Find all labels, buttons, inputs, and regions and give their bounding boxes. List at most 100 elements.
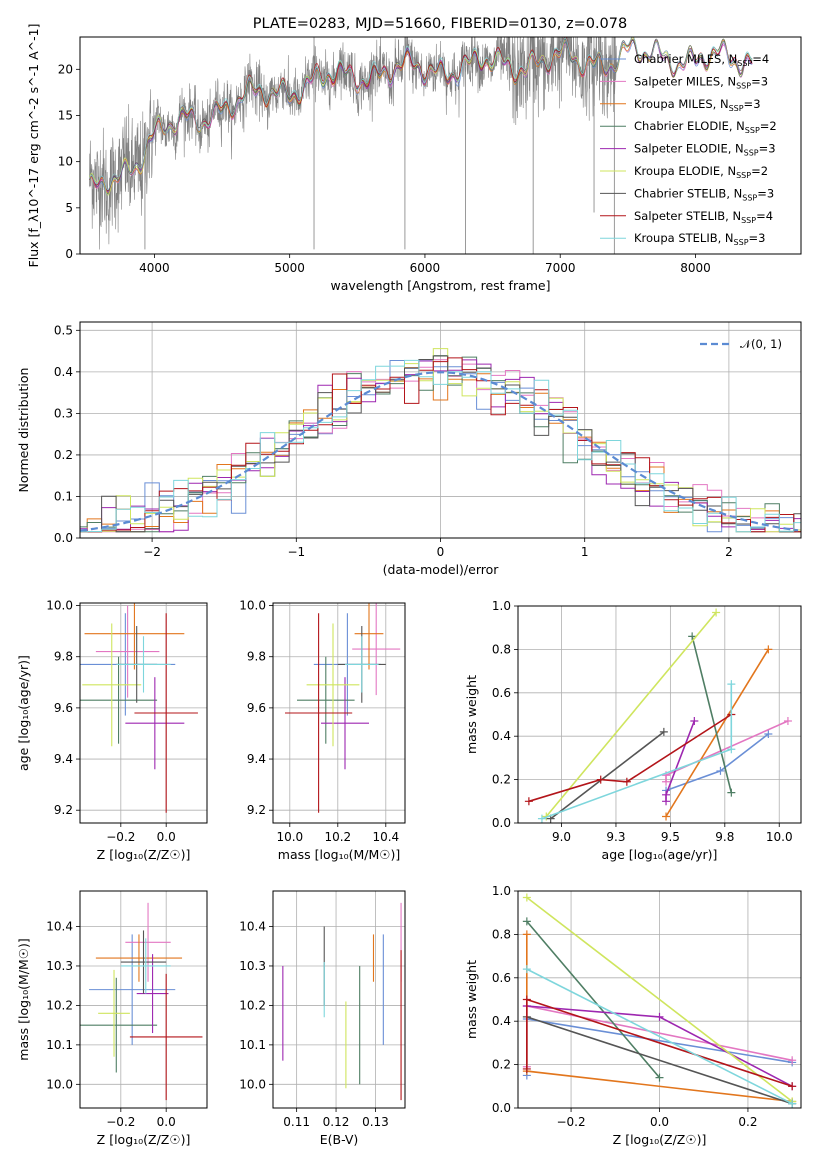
- y-axis-label: Flux [f_λ10^-17 erg cm^-2 s^-1 A^-1]: [26, 24, 41, 268]
- y-tick-label: 10.3: [239, 959, 266, 973]
- y-tick-label: 0.4: [492, 1014, 511, 1028]
- series-kroupa-stelib: [537, 680, 736, 823]
- legend-label-kroupa-miles: Kroupa MILES, NSSP=3: [634, 97, 761, 113]
- y-tick-label: 9.8: [247, 650, 266, 664]
- y-tick-label: 0.0: [492, 816, 511, 830]
- series-line: [541, 684, 733, 820]
- series-line: [528, 713, 732, 803]
- y-tick-label: 0.8: [492, 927, 511, 941]
- y-tick-label: 0.0: [492, 1101, 511, 1115]
- series-salpeter-stelib: [524, 710, 736, 806]
- errorbar-kroupa-stelib: [345, 636, 379, 693]
- x-axis-label: E(B-V): [320, 1132, 359, 1147]
- plus-marker: [522, 995, 531, 1004]
- series-chabrier-elodie: [522, 917, 664, 1082]
- histogram-salpeter-stelib: [80, 357, 801, 533]
- errorbar-salpeter-stelib: [129, 973, 203, 1101]
- series-line: [526, 896, 793, 1103]
- y-tick-label: 0.5: [54, 323, 73, 337]
- y-tick-label: 5: [65, 201, 73, 215]
- axes: −2 −1 0 1 2 0.0 0.1 0.2 0.3 0.4 0.5 (data-model)/er…: [16, 321, 802, 577]
- x-tick-label: 9.3: [606, 830, 625, 844]
- x-tick-label: 9.0: [552, 830, 571, 844]
- plus-marker: [522, 1064, 531, 1073]
- axes: −0.2 0.0 10.0 10.1 10.2 10.3 10.4 Z [log₁₀(Z/Z☉…: [16, 890, 208, 1147]
- x-tick-label: 0.11: [283, 1115, 310, 1129]
- age-vs-metallicity-panel: −0.2 0.0 9.2 9.4 9.6 9.8 10.0 Z [log₁₀(Z/Z☉)] ag…: [16, 599, 208, 862]
- x-tick-label: 10.0: [766, 830, 793, 844]
- y-tick-label: 0.2: [492, 773, 511, 787]
- axes-frame: [79, 890, 208, 1109]
- weight-vs-metallicity-panel: −0.2 0.0 0.2 0.0 0.2 0.4 0.6 0.8 1.0 Z [log₁₀(Z/Z…: [464, 884, 802, 1147]
- y-axis-label: Normed distribution: [16, 368, 31, 493]
- y-tick-label: 10.0: [239, 599, 266, 613]
- series-line: [526, 920, 661, 1079]
- errorbar-kroupa-elodie: [98, 969, 130, 1057]
- y-tick-label: 9.2: [54, 803, 73, 817]
- axes-frame: [79, 321, 802, 539]
- y-tick-label: 9.6: [54, 701, 73, 715]
- errorbar-kroupa-stelib: [120, 938, 171, 994]
- series-line: [665, 733, 769, 792]
- errorbar-kroupa-elodie: [306, 623, 360, 747]
- legend-label-salpeter-elodie: Salpeter ELODIE, NSSP=3: [634, 142, 776, 158]
- errorbar-salpeter-miles: [125, 902, 171, 982]
- errorbar-salpeter-stelib: [134, 613, 198, 813]
- errorbar-kroupa-miles: [354, 603, 384, 670]
- x-axis-label: Z [log₁₀(Z/Z☉)]: [97, 847, 191, 862]
- axes: 9.0 9.3 9.5 9.8 10.0 0.0 0.2 0.4 0.6 0.8 1.0 age [l…: [464, 599, 802, 862]
- errorbar-chabrier-stelib: [120, 930, 167, 994]
- plus-marker: [727, 745, 736, 754]
- plot-area: [285, 603, 401, 813]
- errorbar-salpeter-elodie: [125, 677, 185, 770]
- errorbar-kroupa-stelib: [116, 636, 171, 693]
- x-axis-label: wavelength [Angstrom, rest frame]: [330, 278, 550, 293]
- plot-area: [282, 902, 402, 1101]
- series-line: [550, 731, 665, 820]
- y-axis-label: mass [log₁₀(M/M☉)]: [16, 938, 31, 1060]
- series-kroupa-stelib: [522, 965, 797, 1108]
- x-tick-label: 0.13: [362, 1115, 389, 1129]
- y-tick-label: 0.2: [54, 448, 73, 462]
- y-tick-label: 10.0: [46, 1077, 73, 1091]
- series-chabrier-stelib: [546, 727, 668, 823]
- x-tick-label: 0.0: [650, 1115, 669, 1129]
- y-tick-label: 10.2: [46, 998, 73, 1012]
- plus-marker: [522, 930, 531, 939]
- series-chabrier-miles: [662, 730, 773, 795]
- plus-marker: [788, 1082, 797, 1091]
- legend-label-chabrier-stelib: Chabrier STELIB, NSSP=3: [634, 186, 774, 202]
- plus-marker: [522, 965, 531, 974]
- y-tick-label: 9.4: [54, 752, 73, 766]
- series-line: [691, 636, 733, 793]
- axes: −0.2 0.0 0.2 0.0 0.2 0.4 0.6 0.8 1.0 Z [log₁₀(Z/Z…: [464, 884, 802, 1147]
- mass-vs-ebv-panel: 0.11 0.12 0.13 10.0 10.1 10.2 10.3 10.4 E(B-V): [239, 890, 406, 1147]
- series-chabrier-elodie: [688, 632, 736, 797]
- y-tick-label: 10.0: [239, 1077, 266, 1091]
- y-tick-label: 0.0: [54, 531, 73, 545]
- x-tick-label: 6000: [410, 261, 441, 275]
- x-axis-label: Z [log₁₀(Z/Z☉)]: [613, 1132, 707, 1147]
- plus-marker: [522, 917, 531, 926]
- errorbar-chabrier-elodie: [80, 977, 158, 1073]
- plus-marker: [764, 730, 773, 739]
- plus-marker: [788, 1056, 797, 1065]
- plus-marker: [764, 645, 773, 654]
- errorbar-chabrier-elodie: [297, 656, 355, 744]
- x-tick-label: 10.0: [276, 830, 303, 844]
- x-tick-label: 5000: [274, 261, 305, 275]
- histogram-kroupa-stelib: [80, 359, 801, 533]
- errorbar-kroupa-elodie: [82, 623, 142, 747]
- y-tick-label: 0.4: [54, 365, 73, 379]
- mass-vs-metallicity-panel: −0.2 0.0 10.0 10.1 10.2 10.3 10.4 Z [log₁₀(Z/Z☉…: [16, 890, 208, 1147]
- x-axis-label: (data-model)/error: [383, 562, 500, 577]
- plus-marker: [662, 812, 671, 821]
- plus-marker: [783, 717, 792, 726]
- y-axis-label: age [log₁₀(age/yr)]: [16, 655, 31, 771]
- x-tick-label: 0.0: [157, 830, 176, 844]
- axes: 0.11 0.12 0.13 10.0 10.1 10.2 10.3 10.4 E(B-V): [239, 890, 406, 1147]
- x-tick-label: −0.2: [556, 1115, 585, 1129]
- plus-marker: [524, 797, 533, 806]
- legend-label-kroupa-elodie: Kroupa ELODIE, NSSP=2: [634, 164, 768, 180]
